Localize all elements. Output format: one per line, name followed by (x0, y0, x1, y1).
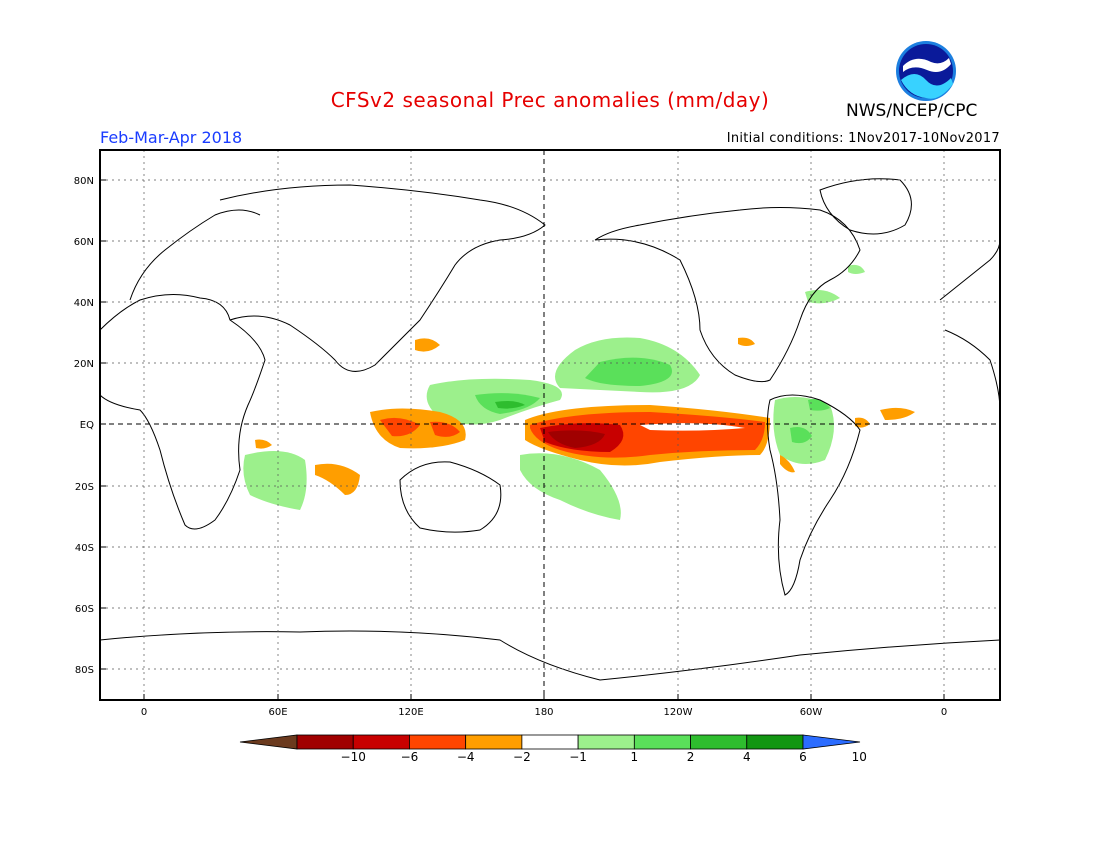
lat-tick-label: 20N (74, 359, 94, 370)
lat-tick-label: 80S (75, 665, 94, 676)
lon-tick-label: 120E (398, 707, 423, 718)
lon-tick-label: 60W (800, 707, 823, 718)
anomaly-shading (243, 264, 915, 520)
season-label: Feb-Mar-Apr 2018 (100, 128, 243, 147)
colorbar-label: −4 (457, 750, 475, 764)
organization-label: NWS/NCEP/CPC (846, 101, 978, 121)
colorbar-right-arrow (802, 734, 861, 750)
lon-tick-label: 0 (941, 707, 947, 718)
colorbar-swatch (633, 734, 691, 750)
coastlines (99, 178, 1001, 681)
colorbar-swatch (577, 734, 635, 750)
lon-tick-label: 60E (268, 707, 287, 718)
lat-tick-labels: 80N 60N 40N 20N EQ 20S 40S 60S 80S (74, 176, 94, 676)
colorbar-label: −2 (513, 750, 531, 764)
colorbar-left-arrow (239, 734, 298, 750)
lat-tick-label: 40S (75, 543, 94, 554)
colorbar-swatch (296, 734, 354, 750)
colorbar-swatch (690, 734, 748, 750)
map-title: CFSv2 seasonal Prec anomalies (mm/day) (330, 88, 770, 112)
grid-lines (100, 150, 1000, 700)
lat-tick-label: 40N (74, 298, 94, 309)
colorbar-swatch (465, 734, 523, 750)
lat-tick-label: 60S (75, 604, 94, 615)
lat-tick-label: 80N (74, 176, 94, 187)
colorbar-label: 4 (743, 750, 751, 764)
colorbar-swatch (409, 734, 467, 750)
colorbar-label: −6 (401, 750, 419, 764)
lon-tick-label: 180 (534, 707, 553, 718)
lat-tick-label: 60N (74, 237, 94, 248)
colorbar-swatch (521, 734, 579, 750)
colorbar-label: 10 (852, 750, 867, 764)
colorbar-label: 1 (631, 750, 639, 764)
colorbar-label: −10 (341, 750, 366, 764)
colorbar-swatch (746, 734, 804, 750)
equator-dateline (100, 150, 1000, 700)
colorbar-label: 2 (687, 750, 695, 764)
map-frame (99, 149, 1001, 701)
lat-tick-label: 20S (75, 482, 94, 493)
colorbar-label: −1 (569, 750, 587, 764)
noaa-logo-icon (896, 41, 956, 101)
lon-tick-label: 0 (141, 707, 147, 718)
colorbar: −10 −6 −4 −2 −1 1 2 4 6 10 (239, 734, 867, 764)
initial-conditions-label: Initial conditions: 1Nov2017-10Nov2017 (726, 131, 1000, 146)
lon-tick-marks (143, 694, 945, 700)
colorbar-swatch (352, 734, 410, 750)
lon-tick-label: 120W (664, 707, 693, 718)
lon-tick-labels: 0 60E 120E 180 120W 60W 0 (141, 707, 947, 718)
lat-tick-label: EQ (80, 420, 94, 431)
lat-tick-marks (100, 179, 106, 670)
colorbar-label: 6 (799, 750, 807, 764)
